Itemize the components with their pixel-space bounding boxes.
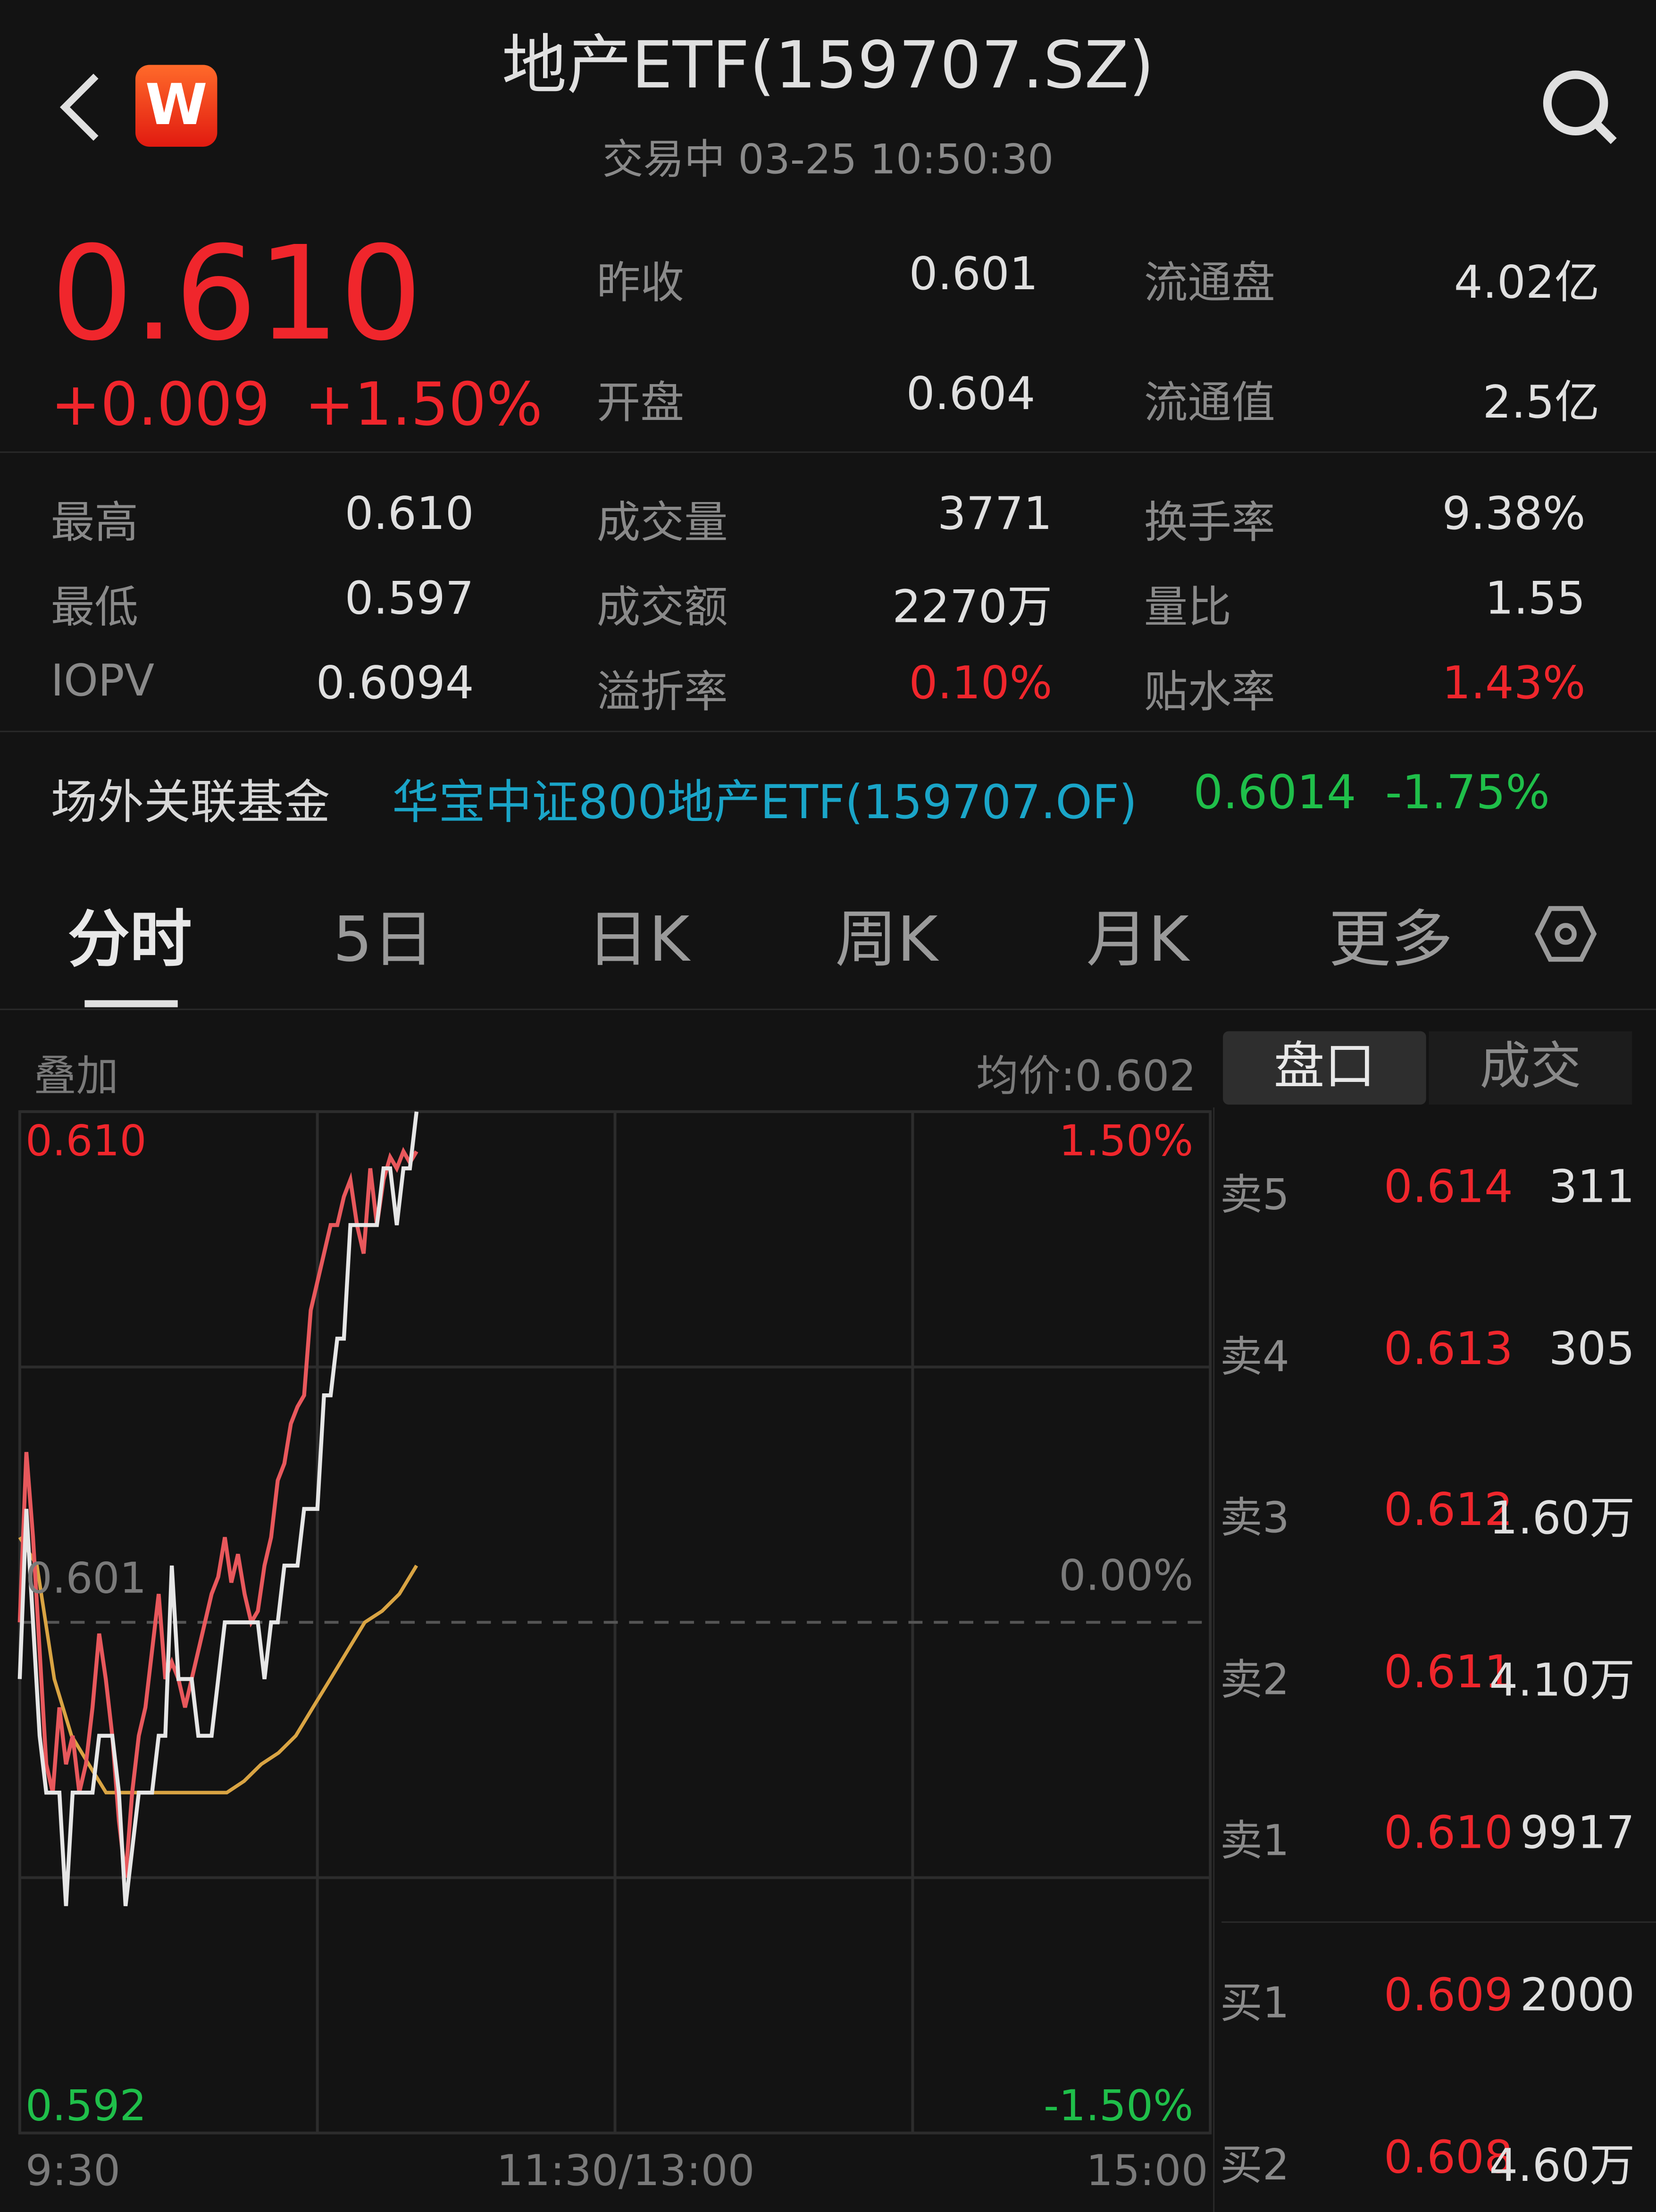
- price-line: [17, 1111, 419, 1907]
- stat-value: 0.610: [344, 486, 474, 541]
- tab-daily-k[interactable]: 日K: [586, 904, 690, 976]
- page-title: 地产ETF(159707.SZ): [502, 26, 1154, 103]
- tab-intraday[interactable]: 分时: [67, 904, 192, 976]
- app-logo[interactable]: W: [135, 65, 217, 147]
- order-volume: 4.60万: [1489, 2138, 1635, 2192]
- settings-icon[interactable]: [1535, 903, 1597, 965]
- y-label-mid: 0.601: [25, 1554, 147, 1604]
- linked-fund-price: 0.6014: [1193, 764, 1356, 820]
- search-icon[interactable]: [1538, 65, 1622, 150]
- linked-fund-link[interactable]: 华宝中证800地产ETF(159707.OF): [392, 774, 1137, 830]
- stat-value: 4.02亿: [1454, 255, 1600, 309]
- stat-value: 3771: [937, 486, 1053, 541]
- order-book-row[interactable]: 卖3 0.612 1.60万: [1220, 1483, 1643, 1545]
- order-side: 买1: [1220, 1979, 1289, 2029]
- stat-label: 昨收: [596, 258, 685, 309]
- stat-value: 0.597: [344, 571, 474, 625]
- order-price: 0.610: [1383, 1806, 1513, 1860]
- order-volume: 9917: [1520, 1806, 1635, 1860]
- order-book-row[interactable]: 卖2 0.611 4.10万: [1220, 1644, 1643, 1707]
- order-price: 0.608: [1383, 2129, 1513, 2183]
- x-tick-start: 9:30: [25, 2147, 121, 2197]
- stat-label: 开盘: [596, 378, 685, 429]
- x-tick-mid: 11:30/13:00: [496, 2147, 755, 2197]
- order-side: 卖5: [1220, 1171, 1289, 1221]
- order-side: 卖3: [1220, 1494, 1289, 1544]
- side-tab-trades[interactable]: 成交: [1429, 1031, 1632, 1105]
- order-price: 0.613: [1383, 1321, 1513, 1375]
- tab-more[interactable]: 更多: [1329, 904, 1453, 976]
- order-book-row[interactable]: 卖1 0.610 9917: [1220, 1806, 1643, 1867]
- avg-price-label: 均价:0.602: [976, 1052, 1196, 1102]
- order-volume: 305: [1548, 1321, 1635, 1375]
- y-pct-mid: 0.00%: [1059, 1551, 1194, 1601]
- stat-label: IOPV: [50, 656, 155, 707]
- stat-label: 量比: [1144, 582, 1232, 634]
- order-side: 卖4: [1220, 1332, 1289, 1382]
- tab-weekly-k[interactable]: 周K: [835, 904, 938, 976]
- back-icon[interactable]: [54, 68, 110, 147]
- order-price: 0.612: [1383, 1483, 1513, 1537]
- linked-fund-change: -1.75%: [1385, 764, 1550, 820]
- y-pct-top: 1.50%: [1059, 1117, 1194, 1167]
- intraday-chart[interactable]: [0, 1100, 1216, 2144]
- y-label-bottom: 0.592: [25, 2082, 147, 2132]
- order-side: 买2: [1220, 2141, 1289, 2190]
- stat-value: 2.5亿: [1482, 375, 1600, 429]
- tab-5day[interactable]: 5日: [333, 904, 435, 976]
- order-book-row[interactable]: 买1 0.609 2000: [1220, 1968, 1643, 2029]
- stat-label: 溢折率: [596, 667, 728, 718]
- y-label-top: 0.610: [25, 1117, 147, 1167]
- stat-label: 换手率: [1144, 498, 1275, 549]
- tab-monthly-k[interactable]: 月K: [1086, 904, 1189, 976]
- stat-label: 最低: [50, 582, 139, 634]
- stat-label: 最高: [50, 498, 139, 549]
- stat-value: 0.604: [906, 367, 1036, 420]
- order-price: 0.614: [1383, 1159, 1513, 1214]
- linked-fund-label: 场外关联基金: [50, 774, 330, 830]
- order-price: 0.609: [1383, 1968, 1513, 2022]
- overlay-button[interactable]: 叠加: [33, 1052, 119, 1102]
- price-change: +0.009: [50, 369, 270, 439]
- stat-value: 0.10%: [909, 656, 1053, 710]
- stat-value: 1.55: [1485, 571, 1586, 625]
- stat-value: 2270万: [892, 579, 1053, 634]
- order-side: 卖2: [1220, 1656, 1289, 1706]
- order-volume: 1.60万: [1489, 1491, 1635, 1545]
- stat-label: 成交额: [596, 582, 728, 634]
- stat-value: 0.6094: [316, 656, 474, 710]
- order-side: 卖1: [1220, 1818, 1289, 1867]
- last-price: 0.610: [50, 218, 423, 370]
- y-pct-bottom: -1.50%: [1044, 2082, 1194, 2132]
- stat-label: 流通盘: [1144, 258, 1275, 309]
- trading-status: 交易中 03-25 10:50:30: [602, 135, 1054, 184]
- order-volume: 311: [1548, 1159, 1635, 1214]
- tab-active-indicator: [84, 1000, 178, 1007]
- overlay-line: [17, 1147, 418, 1878]
- order-book-row[interactable]: 卖5 0.614 311: [1220, 1159, 1643, 1221]
- order-book-row[interactable]: 买2 0.608 4.60万: [1220, 2129, 1643, 2192]
- order-volume: 4.10万: [1489, 1653, 1635, 1707]
- stat-value: 0.601: [909, 247, 1038, 301]
- stat-label: 成交量: [596, 498, 728, 549]
- stat-label: 贴水率: [1144, 667, 1275, 718]
- stat-value: 1.43%: [1442, 656, 1586, 710]
- order-price: 0.611: [1383, 1644, 1513, 1699]
- order-volume: 2000: [1520, 1968, 1635, 2022]
- side-tab-orderbook[interactable]: 盘口: [1223, 1031, 1426, 1105]
- stat-label: 流通值: [1144, 378, 1275, 429]
- stat-value: 9.38%: [1442, 486, 1586, 541]
- order-book-row[interactable]: 卖4 0.613 305: [1220, 1321, 1643, 1382]
- price-change-pct: +1.50%: [304, 369, 543, 439]
- x-tick-end: 15:00: [1086, 2147, 1208, 2197]
